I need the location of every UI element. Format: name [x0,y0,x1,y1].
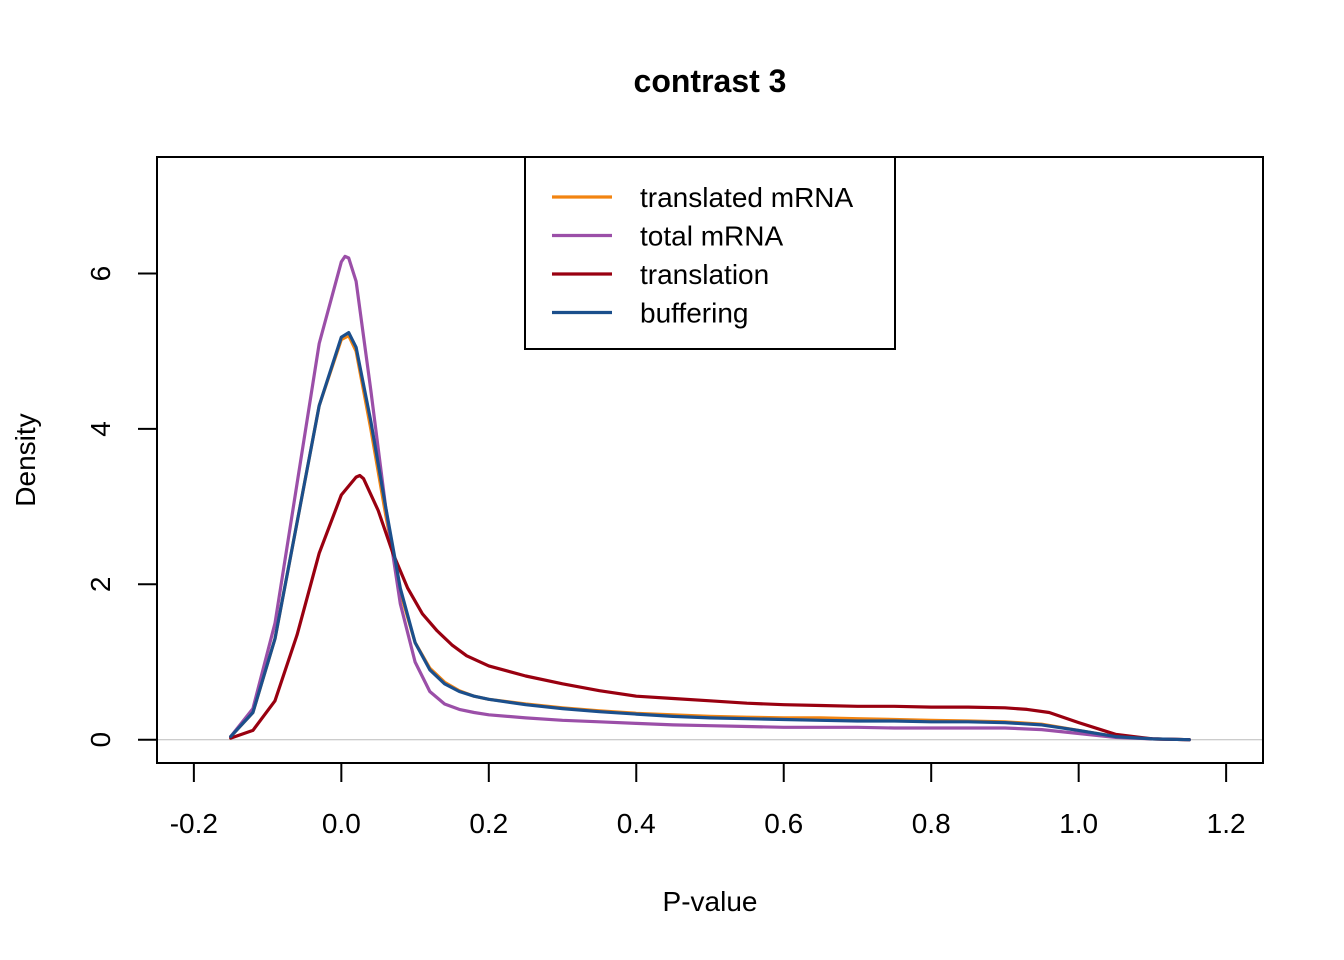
series-line-1 [229,334,1191,742]
x-axis-label: P-value [663,886,758,917]
series-line-2 [229,254,1191,742]
series-line-4 [229,331,1191,742]
x-tick-label: 1.2 [1207,808,1246,839]
legend-label-2: total mRNA [640,221,783,252]
x-tick-label: 0.0 [322,808,361,839]
x-tick-label: 0.6 [764,808,803,839]
series-line-3 [229,473,1191,742]
y-tick-label: 6 [85,266,116,282]
series-layer [229,254,1191,742]
chart-title: contrast 3 [634,63,787,99]
legend-box [524,156,896,350]
x-tick-label: 1.0 [1059,808,1098,839]
y-axis: 0 2 4 6 [85,266,158,748]
legend-label-3: translation [640,259,769,290]
legend-label-1: translated mRNA [640,182,854,213]
y-axis-label: Density [10,413,41,506]
y-tick-label: 2 [85,577,116,593]
x-tick-label: 0.2 [469,808,508,839]
y-tick-label: 4 [85,421,116,437]
legend-label-4: buffering [640,298,748,329]
x-axis: -0.2 0.0 0.2 0.4 0.6 0.8 1.0 1.2 [170,762,1246,839]
y-tick-label: 0 [85,732,116,748]
x-tick-label: 0.8 [912,808,951,839]
legend: translated mRNA total mRNA translation buff… [524,156,896,350]
x-tick-label: -0.2 [170,808,218,839]
x-tick-label: 0.4 [617,808,656,839]
